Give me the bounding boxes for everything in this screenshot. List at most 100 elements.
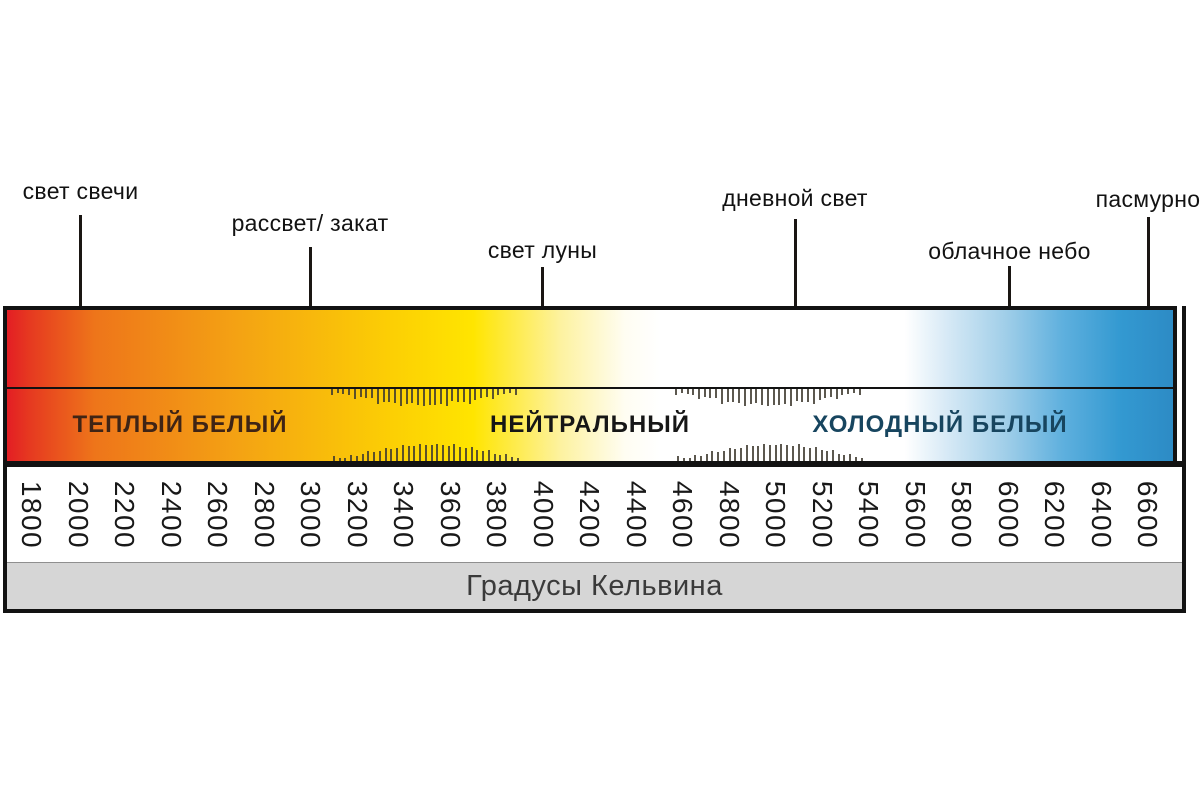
transition-tick <box>348 389 351 395</box>
transition-tick <box>774 445 777 461</box>
transition-tick <box>428 389 431 405</box>
transition-tick <box>382 389 385 402</box>
transition-tick <box>417 389 420 405</box>
transition-tick <box>485 389 488 398</box>
transition-tick <box>761 389 764 405</box>
marker-stem <box>79 215 82 349</box>
transition-tick <box>430 445 433 461</box>
transition-tick <box>675 389 678 395</box>
transition-tick <box>422 389 425 406</box>
transition-tick <box>497 389 500 395</box>
transition-tick <box>394 389 397 404</box>
transition-tick <box>468 389 471 404</box>
transition-tick <box>401 444 404 461</box>
kelvin-scale-row: 1800 2000 2200 2400 2600 2800 3000 3200 3400 3600… <box>7 467 1182 562</box>
transition-tick <box>757 445 760 461</box>
transition-tick <box>330 389 333 395</box>
transition-tick <box>336 389 339 393</box>
transition-tick <box>686 389 689 394</box>
transition-tick <box>740 447 743 461</box>
transition-tick <box>812 389 815 404</box>
transition-tick <box>699 455 702 461</box>
transition-tick <box>407 446 410 461</box>
transition-tick <box>715 389 718 398</box>
transition-tick <box>480 389 483 399</box>
transition-tick <box>510 457 513 461</box>
transition-tick <box>820 450 823 461</box>
kelvin-value: 6600 <box>1132 480 1163 550</box>
transition-tick <box>852 389 855 393</box>
transition-tick <box>797 444 800 461</box>
transition-tick <box>717 451 720 461</box>
transition-tick <box>755 389 758 403</box>
transition-tick <box>818 389 821 400</box>
transition-tick <box>371 389 374 398</box>
marker-label: свет свечи <box>22 178 139 204</box>
transition-tick <box>399 389 402 406</box>
transition-tick <box>682 458 685 461</box>
transition-tick <box>376 389 379 404</box>
transition-tick <box>451 389 454 402</box>
marker-stem <box>793 219 797 349</box>
transition-tick <box>697 389 700 400</box>
transition-tick <box>795 389 798 402</box>
transition-tick <box>807 389 810 402</box>
transition-tick <box>419 444 422 461</box>
transition-tick <box>711 451 714 461</box>
transition-tick <box>709 389 712 399</box>
transition-tick <box>692 389 695 395</box>
transition-tick <box>860 458 863 461</box>
transition-tick <box>396 447 399 461</box>
transition-tick <box>732 389 735 403</box>
transition-tick <box>441 445 444 461</box>
transition-tick <box>728 447 731 461</box>
transition-tick <box>482 451 485 461</box>
transition-tick <box>373 451 376 461</box>
transition-tick <box>745 444 748 461</box>
marker-label: дневной свет <box>722 185 868 211</box>
transition-tick <box>436 444 439 461</box>
transition-tick <box>835 389 838 400</box>
transition-tick <box>355 455 358 461</box>
transition-tick <box>338 458 341 461</box>
transition-tick <box>459 447 462 461</box>
transition-tick <box>332 456 335 461</box>
transition-tick <box>734 448 737 461</box>
transition-tick <box>462 389 465 402</box>
transition-tick <box>824 389 827 399</box>
marker-label: рассвет/ закат <box>231 210 389 236</box>
transition-tick <box>780 444 783 461</box>
transition-tick <box>388 389 391 403</box>
transition-tick <box>789 389 792 406</box>
transition-tick <box>854 457 857 461</box>
transition-tick <box>809 448 812 461</box>
transition-tick <box>499 454 502 461</box>
transition-tick <box>680 389 683 393</box>
transition-tick <box>493 453 496 461</box>
transition-tick <box>508 389 511 393</box>
transition-tick <box>801 389 804 403</box>
transition-tick <box>365 389 368 399</box>
transition-tick <box>487 450 490 461</box>
transition-tick <box>457 389 460 403</box>
transition-tick <box>763 444 766 461</box>
zone-label: ХОЛОДНЫЙ БЕЛЫЙ <box>812 411 1068 438</box>
transition-tick <box>384 447 387 461</box>
transition-tick <box>832 450 834 461</box>
transition-tick <box>439 389 442 405</box>
transition-tick <box>359 389 362 398</box>
transition-tick <box>766 389 769 406</box>
transition-tick <box>390 448 393 461</box>
transition-tick <box>344 457 347 461</box>
transition-tick <box>342 389 345 394</box>
transition-tick <box>703 389 706 398</box>
transition-tick <box>413 445 416 461</box>
transition-tick <box>378 450 381 461</box>
transition-tick <box>722 450 725 461</box>
transition-tick <box>786 445 789 461</box>
transition-tick <box>726 389 729 402</box>
zone-row: ТЕПЛЫЙ БЕЛЫЙ НЕЙТРАЛЬНЫЙ ХОЛОДНЫЙ БЕЛЫЙ <box>7 389 1173 461</box>
transition-tick <box>791 445 794 461</box>
transition-tick <box>503 389 506 394</box>
